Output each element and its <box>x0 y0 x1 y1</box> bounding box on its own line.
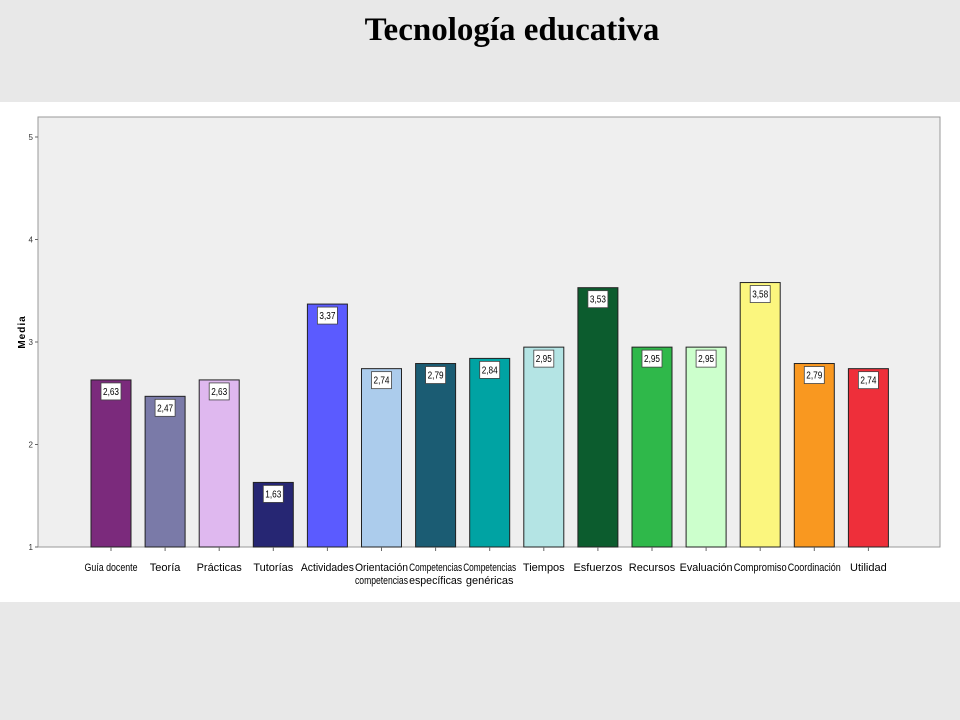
y-tick-label: 3 <box>29 338 34 347</box>
bar <box>577 287 619 548</box>
x-tick-label: Prácticas <box>197 562 243 574</box>
x-tick-label: específicas <box>409 575 462 587</box>
x-tick-label: Tiempos <box>523 562 565 574</box>
data-label: 3,37 <box>319 311 335 322</box>
data-label: 3,53 <box>590 295 606 306</box>
x-tick-label: Recursos <box>629 562 676 574</box>
y-tick-label: 1 <box>29 543 34 552</box>
data-label-box <box>587 290 609 309</box>
bar <box>523 346 565 548</box>
data-label-box <box>803 366 825 384</box>
data-label: 2,95 <box>644 354 660 365</box>
bar <box>469 357 511 548</box>
y-axis-title: Media <box>17 315 28 348</box>
data-label-box <box>154 398 176 417</box>
data-label: 2,95 <box>536 354 552 365</box>
x-tick-label: Utilidad <box>850 562 887 574</box>
data-label: 2,74 <box>860 376 876 387</box>
y-axis: 1 2 3 4 5 <box>29 133 38 552</box>
y-tick-label: 2 <box>29 441 34 450</box>
bar <box>415 363 457 548</box>
x-tick-label: Orientación <box>355 562 408 574</box>
data-label-box <box>100 382 122 401</box>
data-label-box <box>695 349 717 368</box>
x-tick-label: Compromiso <box>734 562 787 574</box>
x-tick-label: Guía docente <box>85 562 138 574</box>
x-tick-label: Competencias <box>409 562 462 574</box>
x-tick-label: genéricas <box>466 575 514 587</box>
x-tick-label: Evaluación <box>680 562 733 574</box>
bar <box>793 363 835 548</box>
x-tick-label: Competencias <box>463 562 516 574</box>
bar <box>685 346 727 548</box>
bar <box>198 379 240 548</box>
data-label-box <box>425 366 447 384</box>
data-label-box <box>641 349 663 368</box>
slide-title: Tecnología educativa <box>364 12 660 48</box>
x-tick-label: Coordinación <box>788 562 841 574</box>
data-label-box <box>858 371 879 390</box>
data-label-box <box>749 285 771 303</box>
x-axis-labels: Guía docente Teoría Prácticas Tutorías Activ… <box>85 547 887 587</box>
bar <box>631 346 673 548</box>
bar <box>90 379 132 548</box>
data-label: 2,47 <box>157 403 173 414</box>
y-tick-label: 4 <box>29 236 34 245</box>
x-tick-label: Tutorías <box>253 562 293 574</box>
data-label-box <box>371 371 392 390</box>
data-label: 2,74 <box>374 376 390 387</box>
x-tick-label: Esfuerzos <box>573 562 622 574</box>
bars: 2,63 2,47 2,63 1,63 3,37 2,74 2,79 2,84 2,95 3,53… <box>90 282 889 548</box>
data-label: 2,79 <box>806 371 822 382</box>
bar <box>739 282 781 548</box>
x-tick-label: competencias <box>355 575 408 587</box>
data-label: 3,58 <box>752 290 768 301</box>
data-label-box <box>533 349 555 368</box>
data-label: 2,63 <box>211 387 227 398</box>
data-label-box <box>262 485 284 503</box>
bar <box>306 303 348 548</box>
data-label: 2,63 <box>103 387 119 398</box>
bar <box>361 368 402 548</box>
bar <box>847 368 889 548</box>
data-label: 1,63 <box>265 489 281 500</box>
data-label-box <box>316 306 338 325</box>
data-label: 2,79 <box>428 371 444 382</box>
x-tick-label: Actividades <box>301 562 354 574</box>
data-label: 2,84 <box>482 365 498 376</box>
data-label-box <box>479 360 501 379</box>
bar <box>144 395 186 548</box>
y-tick-label: 5 <box>29 133 34 142</box>
x-tick-label: Teoría <box>150 562 181 574</box>
data-label-box <box>208 382 230 401</box>
data-label: 2,95 <box>698 354 714 365</box>
